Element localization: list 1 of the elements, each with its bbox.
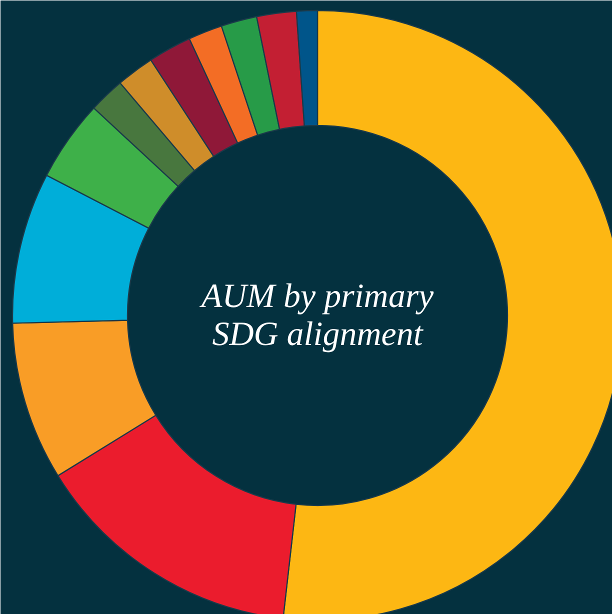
text: AUM by primary SDG alignment [199, 278, 435, 353]
